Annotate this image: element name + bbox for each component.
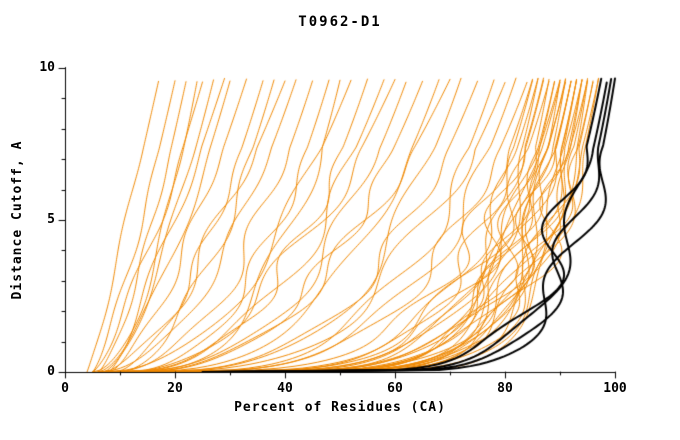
y-tick-label: 0 <box>47 364 55 379</box>
x-tick-label: 100 <box>603 381 627 396</box>
x-tick-label: 20 <box>167 381 183 396</box>
chart-title: T0962-D1 <box>298 14 382 30</box>
x-tick-label: 40 <box>277 381 293 396</box>
x-tick-label: 60 <box>387 381 403 396</box>
x-axis-label: Percent of Residues (CA) <box>234 400 446 415</box>
y-tick-label: 10 <box>39 60 55 75</box>
y-tick-label: 5 <box>47 212 55 227</box>
x-tick-label: 80 <box>497 381 513 396</box>
x-tick-label: 0 <box>61 381 69 396</box>
